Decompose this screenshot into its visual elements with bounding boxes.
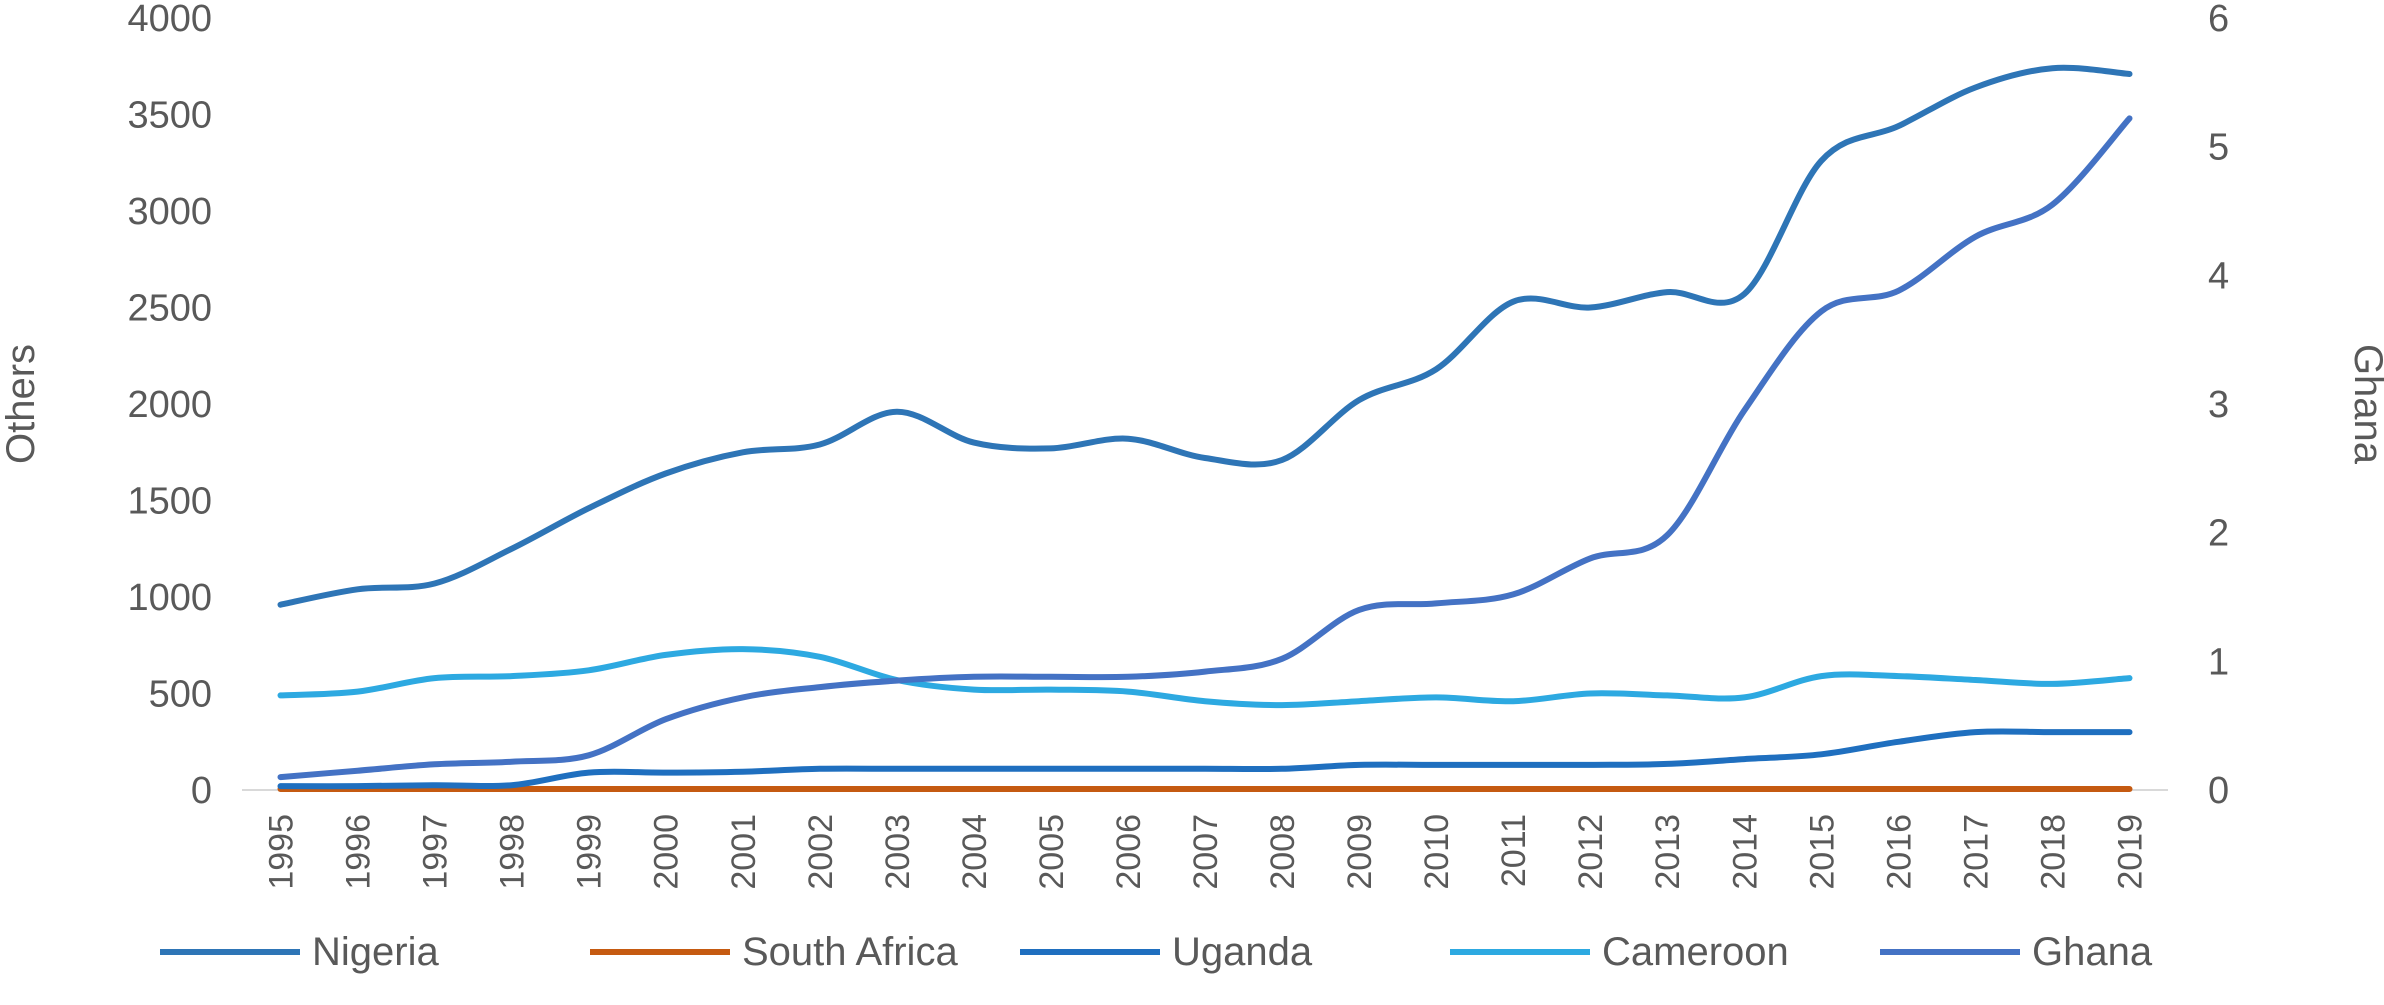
left-axis-tick-label: 3500 [127,95,212,137]
left-axis-tick-label: 2500 [127,288,212,330]
x-axis-tick-label: 2011 [1495,814,1533,887]
right-axis-tick-label: 3 [2208,384,2229,426]
right-axis-tick-label: 2 [2208,513,2229,555]
x-axis-tick-label: 1998 [494,814,532,890]
x-axis-tick-label: 2019 [2111,814,2149,890]
x-axis-tick-label: 2004 [956,814,994,890]
x-axis-tick-label: 2006 [1110,814,1148,890]
left-axis-tick-label: 3000 [127,191,212,233]
left-axis-tick-label: 0 [191,770,212,812]
left-axis-tick-label: 1000 [127,577,212,619]
right-axis-tick-label: 5 [2208,127,2229,169]
left-axis-tick-label: 500 [149,674,212,716]
left-axis-title: Others [0,344,43,464]
x-axis-tick-label: 2014 [1726,814,1764,890]
x-axis-tick-label: 2015 [1803,814,1841,890]
right-axis-tick-label: 0 [2208,770,2229,812]
left-axis-tick-label: 1500 [127,481,212,523]
x-axis-tick-label: 1996 [340,814,378,890]
legend-label-ghana: Ghana [2032,930,2153,974]
series-line-ghana [277,115,2133,781]
series-line-nigeria [277,64,2133,608]
x-axis-tick-label: 1999 [571,814,609,890]
x-axis-tick-label: 2018 [2034,814,2072,890]
legend-label-cameroon: Cameroon [1602,930,1789,974]
right-axis-tick-label: 4 [2208,255,2229,297]
x-axis-tick-label: 2005 [1033,814,1071,890]
right-axis-tick-label: 1 [2208,641,2229,683]
x-axis-tick-label: 2002 [802,814,840,890]
x-axis-tick-label: 2001 [725,814,763,890]
legend-label-nigeria: Nigeria [312,930,439,974]
x-axis-tick-label: 2016 [1880,814,1918,890]
x-axis-tick-label: 1995 [263,814,301,890]
left-axis-tick-label: 4000 [127,0,212,40]
x-axis-tick-label: 2013 [1649,814,1687,890]
series-line-cameroon [277,646,2133,709]
x-axis-tick-label: 2012 [1572,814,1610,890]
series-line-uganda [277,728,2133,790]
x-axis-tick-label: 2007 [1187,814,1225,890]
x-axis-tick-label: 2000 [648,814,686,890]
x-axis-tick-label: 2003 [879,814,917,890]
x-axis-tick-label: 2010 [1418,814,1456,890]
left-axis-tick-label: 2000 [127,384,212,426]
legend-label-uganda: Uganda [1172,930,1313,974]
x-axis-tick-label: 1997 [417,814,455,890]
x-axis-tick-label: 2009 [1341,814,1379,890]
x-axis-tick-label: 2017 [1957,814,1995,890]
right-axis-title: Ghana [2346,344,2384,465]
series-layer [277,64,2133,793]
axes-layer: 0 500 1000 1500 2000 2500 3000 3500 4000 0 1 2 3 4 5 6 1… [0,0,2384,890]
x-axis-tick-label: 2008 [1264,814,1302,890]
right-axis-tick-label: 6 [2208,0,2229,40]
legend: Nigeria South Africa Uganda Cameroon Ghana [160,930,2153,974]
legend-label-south-africa: South Africa [742,930,958,974]
